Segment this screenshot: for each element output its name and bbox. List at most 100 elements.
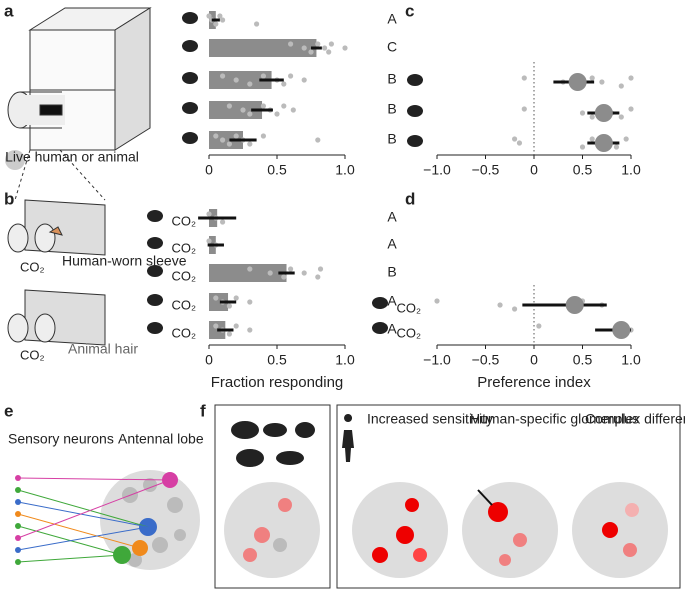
point [260,133,266,139]
x-tick-label: 1.0 [335,352,355,368]
panel-label: a [4,1,14,20]
point [217,13,223,19]
label: Live human or animal [5,149,139,165]
label: Animal hair [68,341,138,357]
x-tick-label: 1.0 [621,352,641,368]
point [247,299,253,305]
row-icon [147,265,163,277]
point [288,266,294,272]
point [281,103,287,109]
row-label: CO₂ [171,268,196,283]
annotation: B [387,71,396,87]
row-label: CO₂ [171,240,196,255]
x-axis-label: Fraction responding [211,374,344,391]
label: Human-worn sleeve [62,253,187,269]
point [613,144,620,150]
point [288,73,294,79]
point [206,13,212,19]
point [301,45,307,51]
row-icon [372,322,388,334]
mean-dot [594,134,613,152]
box [336,404,681,589]
mean-dot [594,104,613,122]
panel-label: b [4,189,14,208]
mean-dot [565,296,584,314]
label: Human-specific glomerulus [470,411,639,427]
point [240,107,246,113]
point [516,140,523,146]
row-label: CO₂ [396,300,421,315]
row-label: CO₂ [171,213,196,228]
point [589,75,595,81]
row-icon [147,210,163,222]
point [511,306,518,312]
point [521,106,527,112]
point [322,45,328,51]
point [281,274,287,280]
point [497,302,503,308]
point [328,41,334,47]
label: Antennal lobe [118,431,204,447]
point [274,111,280,117]
annotation: B [387,101,396,117]
row-icon [372,297,388,309]
point [589,136,595,142]
point [233,323,239,329]
lobe-diagram [15,470,200,570]
point [247,266,253,272]
x-tick-label: −0.5 [472,352,500,368]
row-icon [407,135,423,147]
point [206,238,212,244]
row-icon [182,132,198,144]
zoom-line [59,149,106,201]
row-icon [182,12,198,24]
point [247,111,253,117]
x-tick-label: −1.0 [423,162,451,178]
x-tick-label: 1.0 [621,162,641,178]
mean-dot [568,73,587,91]
point [260,73,266,79]
row-label: CO₂ [171,325,196,340]
point [206,211,212,217]
point [301,270,307,276]
zoom-line [14,149,31,201]
row-icon [407,74,423,86]
row-icon [147,322,163,334]
point [599,79,605,85]
point [254,21,260,27]
annotation: C [387,39,397,55]
x-tick-label: 1.0 [335,162,355,178]
point [628,75,634,81]
label: Increased sensitivity [367,411,493,427]
box [214,404,331,589]
x-tick-label: 0 [205,352,213,368]
annotation: A [387,11,397,27]
point [213,323,219,329]
point [290,107,296,113]
annotation: A [387,321,397,337]
point [301,77,307,83]
bar [209,39,317,57]
point [267,270,273,276]
point [315,41,321,47]
annotation: B [387,264,396,280]
row-icon [407,105,423,117]
x-tick-label: −0.5 [472,162,500,178]
point [233,77,239,83]
point [226,141,232,147]
point [589,114,595,120]
row-label: CO₂ [396,325,421,340]
label: CO₂ [20,259,45,274]
x-axis-label: Preference index [477,374,591,391]
point [220,219,226,225]
x-tick-label: 0.5 [573,352,593,368]
row-icon [182,72,198,84]
point [213,295,219,301]
point [247,327,253,333]
point [434,298,440,304]
panel-label: e [4,401,13,420]
row-label: CO₂ [171,297,196,312]
annotation: B [387,131,396,147]
point [226,103,232,109]
